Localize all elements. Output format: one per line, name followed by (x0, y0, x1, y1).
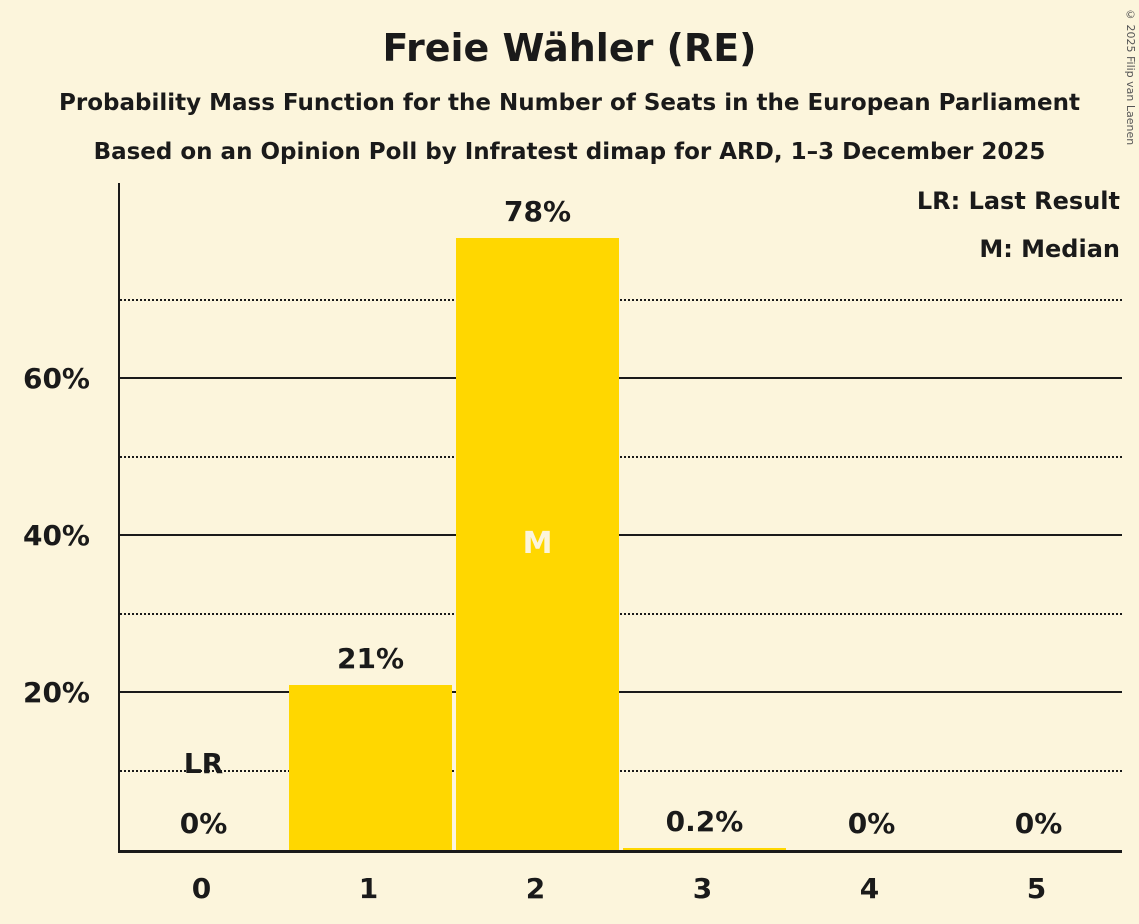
bar-2 (456, 237, 619, 850)
legend-median: M: Median (979, 235, 1120, 263)
last-result-marker: LR (183, 747, 224, 780)
bar-value-label-0: 0% (179, 807, 228, 840)
plot-area: 0% LR 21% 78% M 0.2% 0% 0% (118, 183, 1122, 853)
copyright-notice: © 2025 Filip van Laenen (1124, 8, 1137, 146)
bar-value-label-5: 0% (1014, 807, 1063, 840)
x-axis-labels: 0 1 2 3 4 5 (118, 872, 1120, 916)
chart-subtitle: Probability Mass Function for the Number… (59, 90, 1080, 116)
gridline-solid-20 (120, 691, 1122, 694)
gridline-dotted-10 (120, 769, 1122, 772)
bar-slot-5: 0% (955, 183, 1122, 850)
x-tick-label-4: 4 (859, 872, 880, 905)
y-axis-labels: 20% 40% 60% (0, 183, 104, 850)
bar-value-label-4: 0% (847, 807, 896, 840)
y-tick-label-60: 60% (22, 362, 90, 396)
bar-slot-4: 0% (788, 183, 955, 850)
x-tick-label-1: 1 (358, 872, 379, 905)
bar-slot-3: 0.2% (621, 183, 788, 850)
bar-slot-0: 0% LR (120, 183, 287, 850)
gridline-dotted-30 (120, 612, 1122, 615)
x-tick-label-3: 3 (692, 872, 713, 905)
bar-value-label-1: 21% (336, 642, 405, 676)
chart-title: Freie Wähler (RE) (382, 26, 757, 70)
bar-value-label-2: 78% (503, 194, 572, 228)
bar-slot-1: 21% (287, 183, 454, 850)
chart-subtitle-source: Based on an Opinion Poll by Infratest di… (93, 139, 1046, 165)
gridline-dotted-50 (120, 455, 1122, 458)
x-tick-label-2: 2 (525, 872, 546, 905)
legend-last-result: LR: Last Result (916, 187, 1120, 215)
bar-3 (623, 848, 786, 850)
x-tick-label-5: 5 (1026, 872, 1047, 905)
gridline-solid-60 (120, 377, 1122, 380)
y-tick-label-40: 40% (22, 519, 90, 553)
bar-slot-2: 78% M (454, 183, 621, 850)
x-tick-label-0: 0 (191, 872, 212, 905)
bar-1 (289, 685, 452, 850)
median-marker: M (522, 525, 553, 561)
bar-value-label-3: 0.2% (665, 805, 744, 839)
gridline-solid-40 (120, 534, 1122, 537)
y-tick-label-20: 20% (22, 676, 90, 710)
gridline-dotted-70 (120, 298, 1122, 301)
